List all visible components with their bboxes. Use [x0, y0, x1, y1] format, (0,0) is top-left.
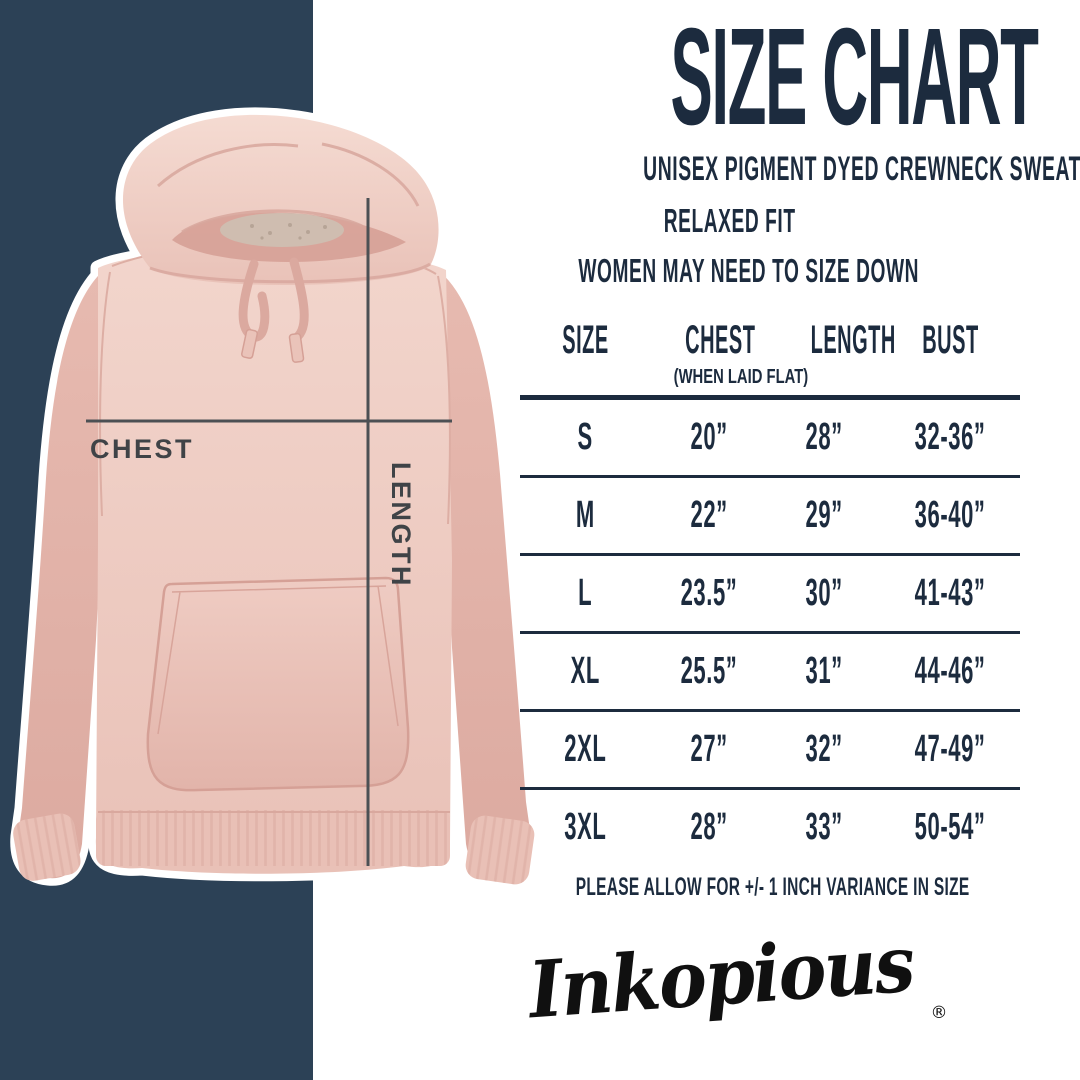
cell-length: 31”: [805, 650, 843, 692]
neck-patch: [220, 213, 344, 247]
cell-bust: 41-43”: [914, 572, 986, 614]
table-cell: 33”: [768, 790, 880, 872]
table-cell: 31”: [768, 634, 880, 716]
table-cell: L: [520, 556, 650, 638]
table-cell: S: [520, 400, 650, 482]
table-cell: 27”: [650, 712, 768, 794]
cell-bust: 47-49”: [914, 728, 986, 770]
cell-bust: 44-46”: [914, 650, 986, 692]
table-cell: 28”: [768, 400, 880, 482]
cell-size: 3XL: [563, 806, 607, 848]
table-cell: 3XL: [520, 790, 650, 872]
drawstring-aglet: [241, 328, 258, 359]
cell-chest: 23.5”: [680, 572, 738, 614]
cell-size: XL: [570, 650, 600, 692]
cell-size: M: [575, 494, 595, 536]
variance-note: PLEASE ALLOW FOR +/- 1 INCH VARIANCE IN …: [455, 872, 1005, 906]
cell-length: 29”: [805, 494, 843, 536]
brand-logo-text: Inkopious: [526, 918, 917, 1037]
cell-length: 30”: [805, 572, 843, 614]
chest-line-label: CHEST: [90, 434, 194, 464]
kangaroo-pocket: [146, 576, 410, 792]
hood-folds: [149, 142, 431, 284]
cuff-right: [465, 815, 535, 885]
subtitle-fit: RELAXED FIT: [455, 204, 1005, 244]
cell-length: 33”: [805, 806, 843, 848]
table-cell: 22”: [650, 478, 768, 560]
column-header-chest: CHEST: [650, 315, 768, 395]
table-row: 3XL 28” 33” 50-54”: [520, 790, 1020, 868]
table-cell: XL: [520, 634, 650, 716]
cell-chest: 27”: [690, 728, 728, 770]
subtitle-product-text: UNISEX PIGMENT DYED CREWNECK SWEATSHIRT: [643, 150, 1080, 188]
brand-logo: Inkopious ®: [455, 918, 1005, 1060]
cell-chest: 20”: [690, 416, 728, 458]
size-table: SIZE CHEST LENGTH BUST (WHEN LAID FLAT) …: [520, 315, 1020, 868]
column-header-bust-text: BUST: [921, 318, 979, 362]
table-cell: M: [520, 478, 650, 560]
table-cell: 25.5”: [650, 634, 768, 716]
subtitle-fit-text: RELAXED FIT: [664, 202, 796, 239]
table-row: XL 25.5” 31” 44-46”: [520, 634, 1020, 712]
table-cell: 36-40”: [880, 478, 1020, 560]
cell-size: 2XL: [563, 728, 607, 770]
column-header-size: SIZE: [520, 315, 650, 395]
page-title-text: SIZE CHART: [670, 0, 1038, 154]
cell-size: S: [577, 416, 593, 458]
table-header-row: SIZE CHEST LENGTH BUST (WHEN LAID FLAT): [520, 315, 1020, 400]
table-cell: 29”: [768, 478, 880, 560]
table-row: S 20” 28” 32-36”: [520, 400, 1020, 478]
drawstring-aglet: [288, 332, 305, 363]
chest-subnote-text: (WHEN LAID FLAT): [673, 366, 809, 388]
sleeve-left: [17, 268, 106, 879]
cell-bust: 50-54”: [914, 806, 986, 848]
cell-bust: 36-40”: [914, 494, 986, 536]
subtitle-sizing-advice-text: WOMEN MAY NEED TO SIZE DOWN: [578, 252, 920, 289]
hoodie-illustration: CHEST LENGTH: [13, 114, 535, 885]
length-line-label: LENGTH: [386, 462, 416, 588]
table-cell: 32-36”: [880, 400, 1020, 482]
table-cell: 23.5”: [650, 556, 768, 638]
table-cell: 50-54”: [880, 790, 1020, 872]
cell-chest: 25.5”: [680, 650, 738, 692]
subtitle-product: UNISEX PIGMENT DYED CREWNECK SWEATSHIRT: [455, 152, 1080, 193]
column-header-chest-text: CHEST: [685, 318, 756, 362]
variance-note-text: PLEASE ALLOW FOR +/- 1 INCH VARIANCE IN …: [575, 873, 970, 901]
registered-mark: ®: [930, 1003, 948, 1023]
table-cell: 20”: [650, 400, 768, 482]
size-chart-panel: SIZE CHART UNISEX PIGMENT DYED CREWNECK …: [455, 0, 1080, 1080]
table-row: M 22” 29” 36-40”: [520, 478, 1020, 556]
column-header-length-text: LENGTH: [810, 318, 896, 362]
table-row: 2XL 27” 32” 47-49”: [520, 712, 1020, 790]
cell-chest: 28”: [690, 806, 728, 848]
page-title: SIZE CHART: [455, 8, 1038, 189]
cell-chest: 22”: [690, 494, 728, 536]
table-cell: 44-46”: [880, 634, 1020, 716]
table-cell: 2XL: [520, 712, 650, 794]
table-cell: 30”: [768, 556, 880, 638]
cell-length: 28”: [805, 416, 843, 458]
hem-band: [96, 810, 450, 866]
cell-size: L: [577, 572, 593, 614]
table-row: L 23.5” 30” 41-43”: [520, 556, 1020, 634]
column-header-length: LENGTH: [768, 315, 896, 395]
table-cell: 32”: [768, 712, 880, 794]
cell-length: 32”: [805, 728, 843, 770]
cuff-left: [13, 813, 81, 881]
table-cell: 41-43”: [880, 556, 1020, 638]
table-cell: 28”: [650, 790, 768, 872]
table-cell: 47-49”: [880, 712, 1020, 794]
cell-bust: 32-36”: [914, 416, 986, 458]
column-header-size-text: SIZE: [561, 318, 609, 362]
sleeve-right: [440, 272, 531, 879]
subtitle-sizing-advice: WOMEN MAY NEED TO SIZE DOWN: [455, 254, 1005, 294]
chest-subnote: (WHEN LAID FLAT): [650, 367, 809, 389]
column-header-bust: BUST: [880, 315, 1020, 395]
